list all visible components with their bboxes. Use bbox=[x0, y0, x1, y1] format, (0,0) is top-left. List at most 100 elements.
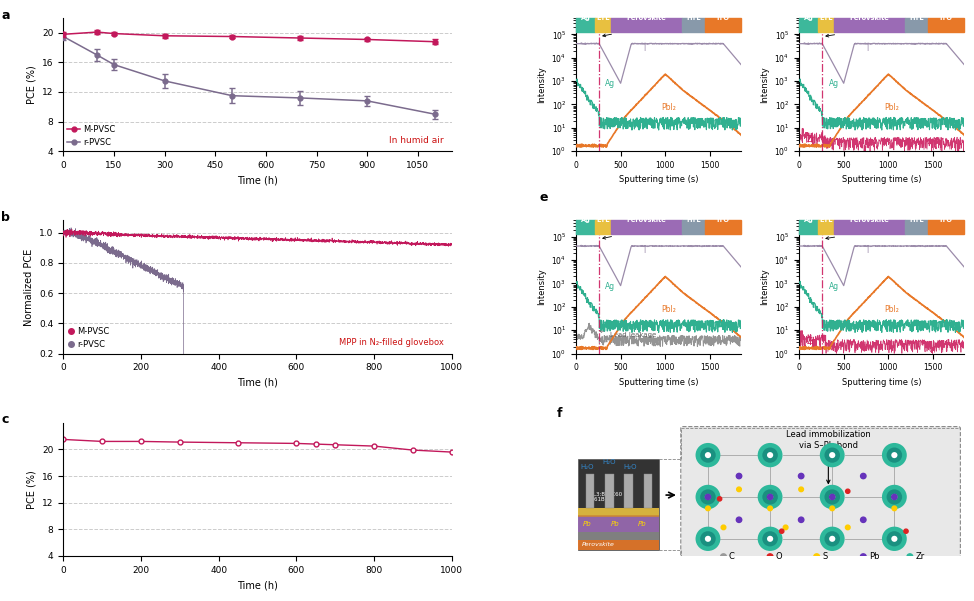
Circle shape bbox=[695, 443, 721, 468]
Circle shape bbox=[700, 489, 716, 505]
Circle shape bbox=[758, 443, 782, 468]
Circle shape bbox=[736, 474, 742, 479]
Bar bbox=[928, 221, 964, 234]
Text: MPP in N₂-filled glovebox: MPP in N₂-filled glovebox bbox=[339, 338, 444, 347]
Circle shape bbox=[829, 494, 836, 500]
Text: Pb: Pb bbox=[869, 552, 880, 561]
Text: Zr: Zr bbox=[806, 135, 814, 144]
Bar bbox=[818, 221, 834, 234]
Text: I: I bbox=[643, 246, 645, 255]
Text: ITO: ITO bbox=[940, 218, 953, 224]
Circle shape bbox=[783, 525, 788, 529]
Circle shape bbox=[799, 474, 804, 479]
Bar bbox=[576, 18, 595, 32]
Text: S: S bbox=[822, 552, 827, 561]
Circle shape bbox=[861, 517, 866, 522]
Circle shape bbox=[799, 517, 804, 522]
Bar bbox=[705, 221, 741, 234]
Circle shape bbox=[700, 531, 716, 546]
Circle shape bbox=[820, 485, 844, 509]
Text: H₂O: H₂O bbox=[602, 459, 616, 465]
X-axis label: Sputtering time (s): Sputtering time (s) bbox=[618, 175, 698, 185]
Circle shape bbox=[830, 494, 835, 499]
Text: HTL: HTL bbox=[686, 15, 700, 21]
Text: I: I bbox=[643, 44, 645, 53]
Bar bbox=[605, 474, 614, 508]
Circle shape bbox=[799, 487, 804, 492]
Text: ITO: ITO bbox=[940, 15, 953, 21]
Text: Perovskite: Perovskite bbox=[626, 218, 666, 224]
Y-axis label: Intensity: Intensity bbox=[537, 269, 545, 305]
Bar bbox=[578, 540, 659, 551]
Text: I: I bbox=[866, 246, 868, 255]
Circle shape bbox=[705, 452, 711, 458]
Bar bbox=[705, 18, 741, 32]
X-axis label: Sputtering time (s): Sputtering time (s) bbox=[842, 378, 921, 387]
Circle shape bbox=[886, 489, 902, 505]
Text: PbI₂: PbI₂ bbox=[883, 103, 899, 112]
Y-axis label: PCE (%): PCE (%) bbox=[26, 66, 37, 104]
Text: f: f bbox=[556, 407, 562, 420]
Circle shape bbox=[768, 494, 772, 499]
X-axis label: Time (h): Time (h) bbox=[237, 175, 278, 186]
X-axis label: Sputtering time (s): Sputtering time (s) bbox=[618, 378, 698, 387]
Text: d: d bbox=[540, 0, 548, 2]
Text: ZrL3:Bis-C60: ZrL3:Bis-C60 bbox=[826, 230, 885, 239]
Bar bbox=[799, 18, 818, 32]
Legend: M-PVSC, r-PVSC: M-PVSC, r-PVSC bbox=[67, 327, 110, 349]
Circle shape bbox=[904, 529, 908, 533]
Circle shape bbox=[705, 535, 711, 542]
Circle shape bbox=[891, 452, 897, 458]
Text: Perovskite: Perovskite bbox=[849, 218, 889, 224]
Y-axis label: Intensity: Intensity bbox=[760, 66, 768, 103]
Text: Ag: Ag bbox=[804, 218, 813, 224]
Circle shape bbox=[763, 531, 778, 546]
Text: C: C bbox=[729, 552, 734, 561]
Circle shape bbox=[824, 489, 840, 505]
Bar bbox=[905, 221, 928, 234]
Circle shape bbox=[881, 443, 907, 468]
Circle shape bbox=[779, 529, 784, 533]
Circle shape bbox=[824, 531, 840, 546]
Y-axis label: Normalized PCE: Normalized PCE bbox=[23, 248, 34, 326]
Circle shape bbox=[721, 525, 726, 529]
Text: H₂O: H₂O bbox=[623, 464, 637, 470]
Bar bbox=[682, 18, 705, 32]
Y-axis label: Intensity: Intensity bbox=[760, 269, 768, 305]
Text: Ag: Ag bbox=[606, 282, 616, 291]
Bar bbox=[595, 18, 611, 32]
Circle shape bbox=[886, 448, 902, 463]
Bar bbox=[905, 18, 928, 32]
Legend: M-PVSC, r-PVSC: M-PVSC, r-PVSC bbox=[67, 125, 116, 147]
Bar bbox=[624, 474, 633, 508]
Text: ITO: ITO bbox=[717, 15, 730, 21]
Text: Bis-C60: Bis-C60 bbox=[603, 230, 644, 239]
Circle shape bbox=[767, 452, 773, 458]
Text: b: b bbox=[1, 211, 10, 224]
Bar bbox=[578, 508, 659, 516]
Bar bbox=[611, 221, 682, 234]
Circle shape bbox=[881, 485, 907, 509]
Bar bbox=[644, 474, 653, 508]
Text: Perovskite: Perovskite bbox=[626, 15, 666, 21]
Circle shape bbox=[829, 535, 836, 542]
Text: O: O bbox=[775, 552, 782, 561]
Circle shape bbox=[892, 506, 897, 511]
Circle shape bbox=[695, 485, 721, 509]
Text: H₂O: H₂O bbox=[581, 464, 594, 470]
Text: PbI₂: PbI₂ bbox=[883, 305, 899, 314]
X-axis label: Time (h): Time (h) bbox=[237, 378, 278, 388]
Text: ETL: ETL bbox=[819, 15, 833, 21]
Text: ETL: ETL bbox=[596, 15, 610, 21]
Circle shape bbox=[767, 535, 773, 542]
Circle shape bbox=[705, 494, 711, 500]
Circle shape bbox=[829, 452, 836, 458]
Circle shape bbox=[768, 554, 773, 560]
Bar bbox=[578, 532, 659, 540]
Text: ZrL3:Bis-C60: ZrL3:Bis-C60 bbox=[826, 28, 885, 37]
X-axis label: Time (h): Time (h) bbox=[237, 580, 278, 590]
Circle shape bbox=[763, 448, 778, 463]
Text: Ag: Ag bbox=[804, 15, 813, 21]
Text: Perovskite: Perovskite bbox=[581, 542, 615, 547]
Bar bbox=[834, 221, 905, 234]
